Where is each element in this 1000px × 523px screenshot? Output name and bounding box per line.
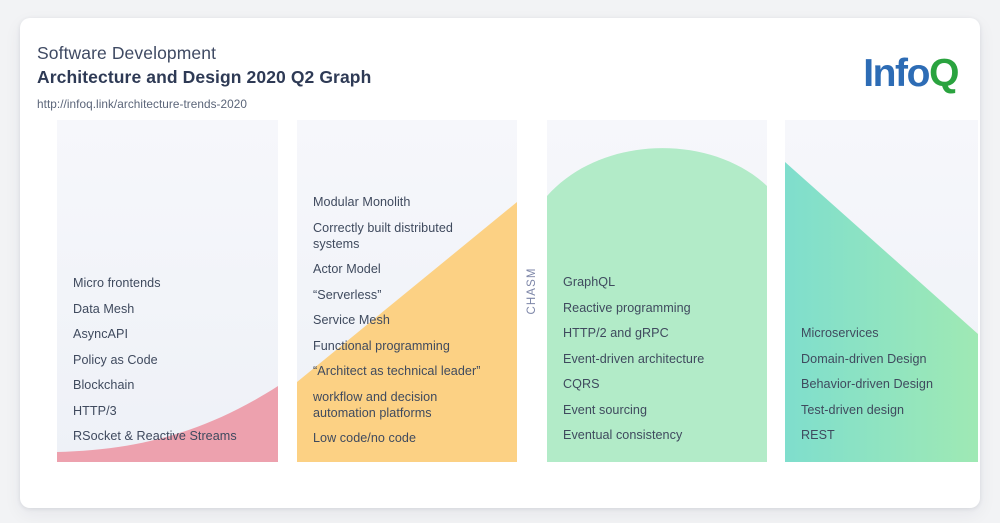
list-item: Functional programming bbox=[313, 338, 450, 353]
list-item: HTTP/2 and gRPC bbox=[563, 326, 669, 340]
list-item: Reactive programming bbox=[563, 300, 691, 315]
list-item: AsyncAPI bbox=[73, 327, 128, 341]
list-item: Correctly built distributed systems bbox=[313, 220, 453, 251]
innovators-item-list: Micro frontends Data Mesh AsyncAPI Polic… bbox=[73, 275, 270, 444]
list-item: Microservices bbox=[801, 326, 879, 340]
list-item: Event-driven architecture bbox=[563, 351, 705, 366]
column-innovators: Micro frontends Data Mesh AsyncAPI Polic… bbox=[57, 120, 278, 462]
trend-graph-card: Software Development Architecture and De… bbox=[20, 18, 980, 508]
innovators-curve-fill bbox=[57, 386, 278, 462]
list-item: Low code/no code bbox=[313, 431, 417, 445]
page-title-line1: Software Development bbox=[37, 43, 217, 63]
logo-text-q: Q bbox=[929, 52, 959, 95]
list-item: RSocket & Reactive Streams bbox=[73, 429, 237, 443]
list-item: Policy as Code bbox=[73, 352, 158, 367]
column-late-majority: Microservices Domain-driven Design Behav… bbox=[785, 120, 978, 462]
chasm-label: CHASM bbox=[526, 267, 538, 315]
list-item: Eventual consistency bbox=[563, 428, 683, 442]
list-item: Domain-driven Design bbox=[801, 351, 927, 366]
list-item: Micro frontends bbox=[73, 276, 161, 290]
chasm-divider: CHASM bbox=[517, 120, 547, 462]
card-header: Software Development Architecture and De… bbox=[20, 18, 980, 118]
list-item: Modular Monolith bbox=[313, 195, 411, 209]
list-item: CQRS bbox=[563, 377, 600, 391]
late-majority-curve-fill bbox=[785, 162, 978, 462]
list-item: REST bbox=[801, 428, 835, 442]
list-item: “Serverless” bbox=[313, 287, 382, 302]
early-adopters-item-list: Modular Monolith Correctly built distrib… bbox=[313, 194, 509, 446]
late-majority-item-list: Microservices Domain-driven Design Behav… bbox=[801, 325, 970, 443]
column-early-majority: GraphQL Reactive programming HTTP/2 and … bbox=[547, 120, 767, 462]
title-block: Software Development Architecture and De… bbox=[37, 42, 371, 111]
list-item: “Architect as technical leader” bbox=[313, 364, 481, 378]
list-item: Blockchain bbox=[73, 378, 135, 392]
early-majority-item-list: GraphQL Reactive programming HTTP/2 and … bbox=[563, 274, 759, 443]
list-item: Event sourcing bbox=[563, 402, 648, 417]
page-title-line2: Architecture and Design 2020 Q2 Graph bbox=[37, 67, 372, 87]
list-item: Actor Model bbox=[313, 262, 381, 276]
source-url: http://infoq.link/architecture-trends-20… bbox=[37, 97, 247, 111]
adoption-columns: Micro frontends Data Mesh AsyncAPI Polic… bbox=[20, 120, 980, 508]
logo-text-info: Info bbox=[863, 52, 930, 95]
column-early-adopters: Modular Monolith Correctly built distrib… bbox=[297, 120, 517, 462]
list-item: workflow and decision automation platfor… bbox=[313, 389, 438, 420]
list-item: Behavior-driven Design bbox=[801, 377, 933, 391]
early-majority-curve-fill bbox=[547, 148, 767, 462]
infoq-logo: InfoQ bbox=[863, 52, 959, 95]
list-item: HTTP/3 bbox=[73, 403, 117, 418]
list-item: Data Mesh bbox=[73, 301, 135, 316]
list-item: Service Mesh bbox=[313, 313, 390, 327]
list-item: GraphQL bbox=[563, 275, 616, 289]
early-adopters-curve-fill bbox=[297, 202, 517, 462]
list-item: Test-driven design bbox=[801, 402, 905, 417]
